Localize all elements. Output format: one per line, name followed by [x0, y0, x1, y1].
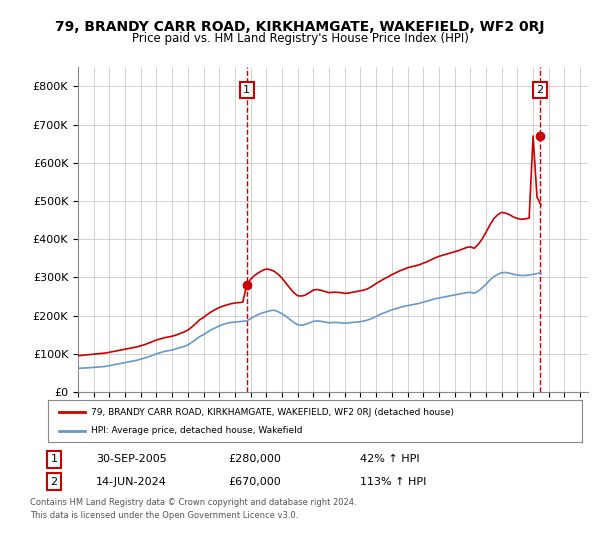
Text: 79, BRANDY CARR ROAD, KIRKHAMGATE, WAKEFIELD, WF2 0RJ: 79, BRANDY CARR ROAD, KIRKHAMGATE, WAKEF… [55, 20, 545, 34]
Text: Contains HM Land Registry data © Crown copyright and database right 2024.: Contains HM Land Registry data © Crown c… [30, 498, 356, 507]
Text: This data is licensed under the Open Government Licence v3.0.: This data is licensed under the Open Gov… [30, 511, 298, 520]
Text: £670,000: £670,000 [228, 477, 281, 487]
Text: 30-SEP-2005: 30-SEP-2005 [96, 454, 167, 464]
Text: £280,000: £280,000 [228, 454, 281, 464]
Text: 14-JUN-2024: 14-JUN-2024 [96, 477, 167, 487]
Text: 113% ↑ HPI: 113% ↑ HPI [360, 477, 427, 487]
Text: 42% ↑ HPI: 42% ↑ HPI [360, 454, 419, 464]
Text: HPI: Average price, detached house, Wakefield: HPI: Average price, detached house, Wake… [91, 426, 302, 435]
Text: Price paid vs. HM Land Registry's House Price Index (HPI): Price paid vs. HM Land Registry's House … [131, 32, 469, 45]
Text: 2: 2 [50, 477, 58, 487]
Text: 2: 2 [536, 85, 544, 95]
Text: 1: 1 [243, 85, 250, 95]
Text: 79, BRANDY CARR ROAD, KIRKHAMGATE, WAKEFIELD, WF2 0RJ (detached house): 79, BRANDY CARR ROAD, KIRKHAMGATE, WAKEF… [91, 408, 454, 417]
Text: 1: 1 [50, 454, 58, 464]
